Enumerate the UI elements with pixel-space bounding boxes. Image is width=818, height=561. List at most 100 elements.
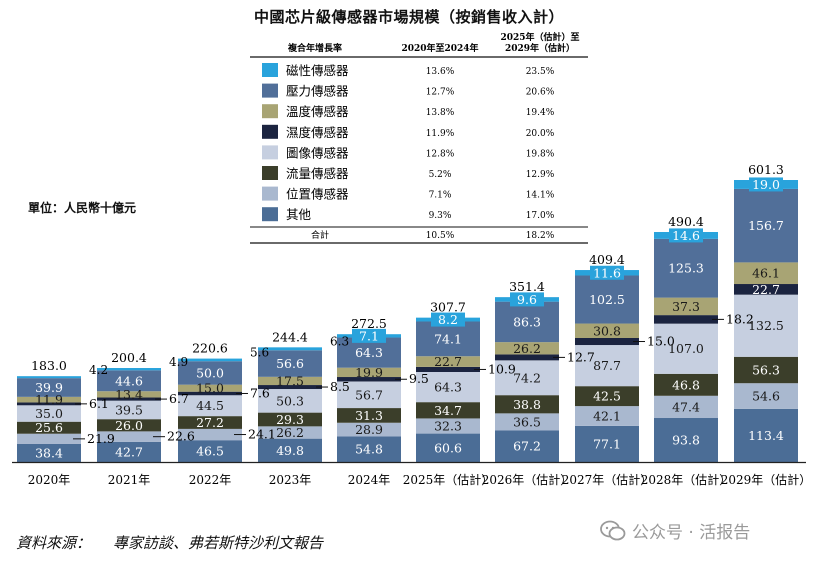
bar-segment [97, 431, 161, 442]
x-tick-label: 2029年（估計） [721, 472, 812, 487]
total-label: 351.4 [509, 279, 545, 294]
legend-swatch [262, 124, 278, 139]
source-note: 資料來源： 專家訪談、弗若斯特沙利文報告 [16, 532, 323, 553]
cagr-value-2020-2024: 7.1% [429, 191, 452, 201]
cagr-value-2020-2024: 11.9% [426, 129, 455, 139]
data-label: 46.8 [672, 377, 700, 392]
data-label: 42.5 [593, 389, 621, 404]
bar-segment [337, 381, 401, 409]
bar-segment [97, 441, 161, 462]
bar-segment [178, 428, 242, 441]
data-label: 26.2 [276, 425, 304, 440]
bar-segment [495, 395, 559, 414]
data-label: 15.0 [647, 334, 675, 349]
data-label: 37.3 [672, 299, 700, 314]
data-label: 39.5 [115, 402, 143, 417]
bar-segment [495, 430, 559, 462]
bar-segment [178, 384, 242, 392]
data-label: 17.5 [276, 373, 304, 388]
data-label-box [431, 312, 465, 327]
bar-segment [495, 342, 559, 355]
data-label: 30.8 [593, 323, 621, 338]
cagr-col1-header: 2020年至2024年 [401, 42, 478, 54]
data-label-box [510, 292, 544, 307]
bar-segment [178, 395, 242, 417]
data-label: 15.0 [196, 381, 224, 396]
cagr-header-label: 複合年增長率 [287, 42, 342, 54]
bar-segment [97, 391, 161, 398]
cagr-value-2025-2029: 17.0% [526, 211, 555, 221]
data-label: 44.6 [115, 373, 143, 388]
data-label: 8.2 [438, 312, 458, 327]
data-label: 49.8 [276, 443, 304, 458]
unit-label: 單位：人民幣十億元 [28, 201, 137, 215]
cagr-value-2020-2024: 12.7% [426, 88, 455, 98]
legend-label: 圖像傳感器 [286, 145, 349, 160]
cagr-value-2025-2029: 23.5% [526, 67, 555, 77]
data-label: 67.2 [513, 439, 541, 454]
x-axis: 2020年 2021年 2022年 2023年 2024年 2025年（估計）2026年（… [12, 461, 812, 487]
data-label: 26.2 [513, 341, 541, 356]
bar-segment [495, 413, 559, 431]
total-label: 307.7 [430, 300, 466, 315]
data-label: 54.8 [355, 442, 383, 457]
data-label: 10.9 [488, 361, 516, 376]
bar-segment [654, 297, 718, 316]
cagr-col2-header-line1: 2025年（估計）至 [500, 31, 579, 43]
cagr-value-2020-2024: 13.8% [426, 108, 455, 118]
data-label: 4.2 [89, 363, 108, 377]
data-label: 54.6 [752, 389, 780, 404]
bar-segment [178, 416, 242, 429]
cagr-total-label: 合計 [311, 229, 329, 241]
bar-segment [17, 402, 81, 406]
data-label: 11.6 [593, 265, 621, 280]
watermark-text: 公众号 · 活报告 [632, 523, 751, 543]
bar-segment [337, 408, 401, 423]
data-label: 56.7 [355, 387, 383, 402]
data-label: 107.0 [668, 341, 704, 356]
bar-segment [575, 345, 639, 387]
data-label: 14.6 [672, 228, 700, 243]
data-label: 50.0 [196, 365, 224, 380]
cagr-total-2025-2029: 18.2% [526, 231, 555, 241]
data-label: 26.0 [115, 418, 143, 433]
data-label: 32.3 [434, 419, 462, 434]
data-label: 27.2 [196, 415, 224, 430]
total-label: 200.4 [111, 350, 147, 365]
data-label: 38.4 [35, 445, 63, 460]
bar-segment [654, 323, 718, 374]
data-label: 25.6 [35, 420, 63, 435]
data-label: 74.1 [434, 331, 462, 346]
bar-segment [734, 188, 798, 263]
bar-segment [17, 405, 81, 422]
bar-segment [258, 438, 322, 462]
data-label: 13.4 [115, 387, 143, 402]
data-label: 18.2 [726, 311, 754, 326]
total-label: 490.4 [668, 214, 704, 229]
legend-swatch [262, 166, 278, 180]
source-text: 專家訪談、弗若斯特沙利文報告 [113, 534, 324, 552]
bar-segment [17, 443, 81, 462]
data-label: 87.7 [593, 358, 621, 373]
legend-label: 流量傳感器 [286, 166, 349, 181]
bar-segment [17, 433, 81, 444]
bars [17, 180, 798, 462]
legend-label: 位置傳感器 [286, 187, 349, 202]
bar-segment [654, 395, 718, 419]
bar-segment [495, 301, 559, 343]
legend-label: 溫度傳感器 [286, 104, 349, 119]
legend-swatch [262, 63, 278, 77]
bar-segment [416, 366, 480, 373]
bar-segment [416, 372, 480, 403]
bar-segment [654, 315, 718, 324]
data-label: 44.5 [196, 398, 224, 413]
cagr-total-2020-2024: 10.5% [426, 231, 455, 241]
data-label: 7.1 [359, 328, 379, 343]
cagr-value-2020-2024: 13.6% [426, 67, 455, 77]
bar-segment [734, 383, 798, 409]
bar-segment [17, 421, 81, 434]
x-tick-label: 2023年 [269, 473, 312, 487]
x-tick-label: 2025年（估計） [403, 472, 494, 487]
x-tick-label: 2027年（估計） [562, 472, 653, 487]
